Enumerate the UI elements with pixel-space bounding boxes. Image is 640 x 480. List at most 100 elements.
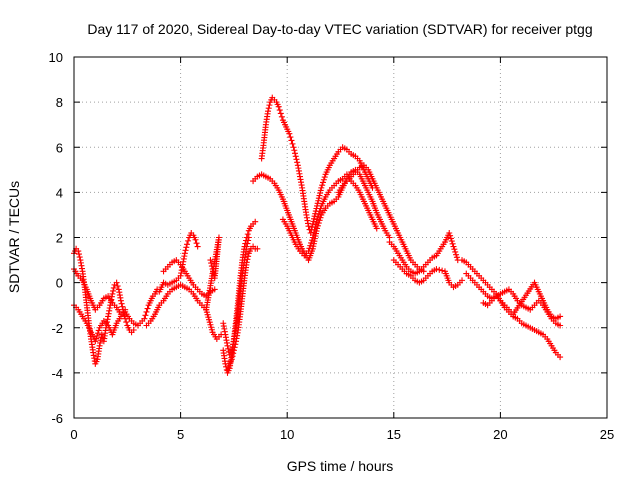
series-track-a	[71, 245, 137, 367]
data-point	[119, 303, 126, 310]
data-point	[224, 367, 231, 374]
data-point	[254, 245, 261, 252]
data-point	[123, 319, 130, 326]
data-point	[310, 231, 317, 238]
x-tick-label: 0	[70, 427, 77, 442]
tick-labels: 0 5 10 15 20 25 -6 -4 -2 0 2 4 6 8 10	[49, 50, 615, 442]
data-point	[305, 223, 312, 230]
data-point	[266, 102, 273, 109]
data-point	[185, 237, 192, 244]
data-point	[459, 277, 466, 284]
data-point	[194, 243, 201, 250]
data-point	[311, 215, 318, 222]
data-point	[311, 229, 318, 236]
data-point	[245, 237, 252, 244]
data-point	[447, 232, 454, 239]
data-point	[207, 257, 214, 264]
data-point	[192, 236, 199, 243]
data-point	[114, 283, 121, 290]
y-tick-label: -2	[51, 321, 63, 336]
series-track-g	[203, 234, 225, 343]
data-point	[310, 218, 317, 225]
data-point	[95, 327, 102, 334]
data-point	[448, 238, 455, 245]
data-point	[244, 240, 251, 247]
data-point	[243, 243, 250, 250]
data-point	[309, 220, 316, 227]
data-point	[181, 250, 188, 257]
data-point	[312, 224, 319, 231]
data-point	[183, 241, 190, 248]
data-point	[290, 144, 297, 151]
data-point	[113, 279, 120, 286]
data-point	[317, 190, 324, 197]
data-point	[314, 213, 321, 220]
data-point	[449, 240, 456, 247]
series-track-e	[143, 281, 210, 329]
data-point	[288, 137, 295, 144]
data-point	[143, 308, 150, 315]
gridlines	[74, 57, 607, 418]
data-point	[277, 110, 284, 117]
series-track-l	[258, 94, 376, 236]
data-point	[225, 364, 232, 371]
y-tick-label: 10	[49, 50, 63, 65]
data-point	[373, 225, 380, 232]
data-point	[557, 354, 564, 361]
data-point	[292, 150, 299, 157]
series-track-n	[335, 162, 427, 275]
data-point	[317, 187, 324, 194]
data-point	[319, 182, 326, 189]
data-point	[450, 243, 457, 250]
data-point	[436, 266, 443, 273]
data-point	[311, 226, 318, 233]
data-point	[289, 140, 296, 147]
data-point	[315, 211, 322, 218]
y-tick-label: 2	[56, 231, 63, 246]
data-point	[93, 335, 100, 342]
data-point	[265, 105, 272, 112]
data-point	[98, 331, 105, 338]
plot-frame	[73, 56, 608, 419]
y-tick-label: 0	[56, 276, 63, 291]
x-tick-label: 25	[600, 427, 614, 442]
data-point	[313, 219, 320, 226]
series-track-c	[71, 266, 129, 318]
series-track-d	[141, 229, 201, 322]
data-point	[452, 248, 459, 255]
data-point	[117, 297, 124, 304]
data-point	[320, 176, 327, 183]
x-tick-label: 20	[493, 427, 507, 442]
data-point	[265, 108, 272, 115]
x-tick-label: 15	[387, 427, 401, 442]
data-point	[557, 322, 564, 329]
data-point	[92, 338, 99, 345]
data-point	[252, 218, 259, 225]
data-point	[306, 245, 313, 252]
data-point	[75, 248, 82, 255]
data-point	[316, 217, 323, 224]
data-point	[278, 113, 285, 120]
data-point	[312, 221, 319, 228]
data-point	[229, 344, 236, 351]
data-point	[287, 134, 294, 141]
y-tick-label: 8	[56, 95, 63, 110]
x-tick-label: 5	[177, 427, 184, 442]
data-point	[308, 237, 315, 244]
data-point	[316, 208, 323, 215]
x-tick-label: 10	[280, 427, 294, 442]
data-point	[122, 306, 129, 313]
data-point	[76, 254, 83, 261]
data-point	[230, 341, 237, 348]
data-point	[315, 197, 322, 204]
chart-title: Day 117 of 2020, Sidereal Day-to-day VTE…	[87, 21, 592, 37]
y-tick-label: -6	[51, 411, 63, 426]
data-point	[193, 240, 200, 247]
data-point	[94, 332, 101, 339]
data-point	[144, 305, 151, 312]
data-point	[211, 286, 218, 293]
y-tick-label: 6	[56, 140, 63, 155]
data-point	[275, 103, 282, 110]
series-track-o	[386, 229, 461, 277]
data-point	[446, 229, 453, 236]
